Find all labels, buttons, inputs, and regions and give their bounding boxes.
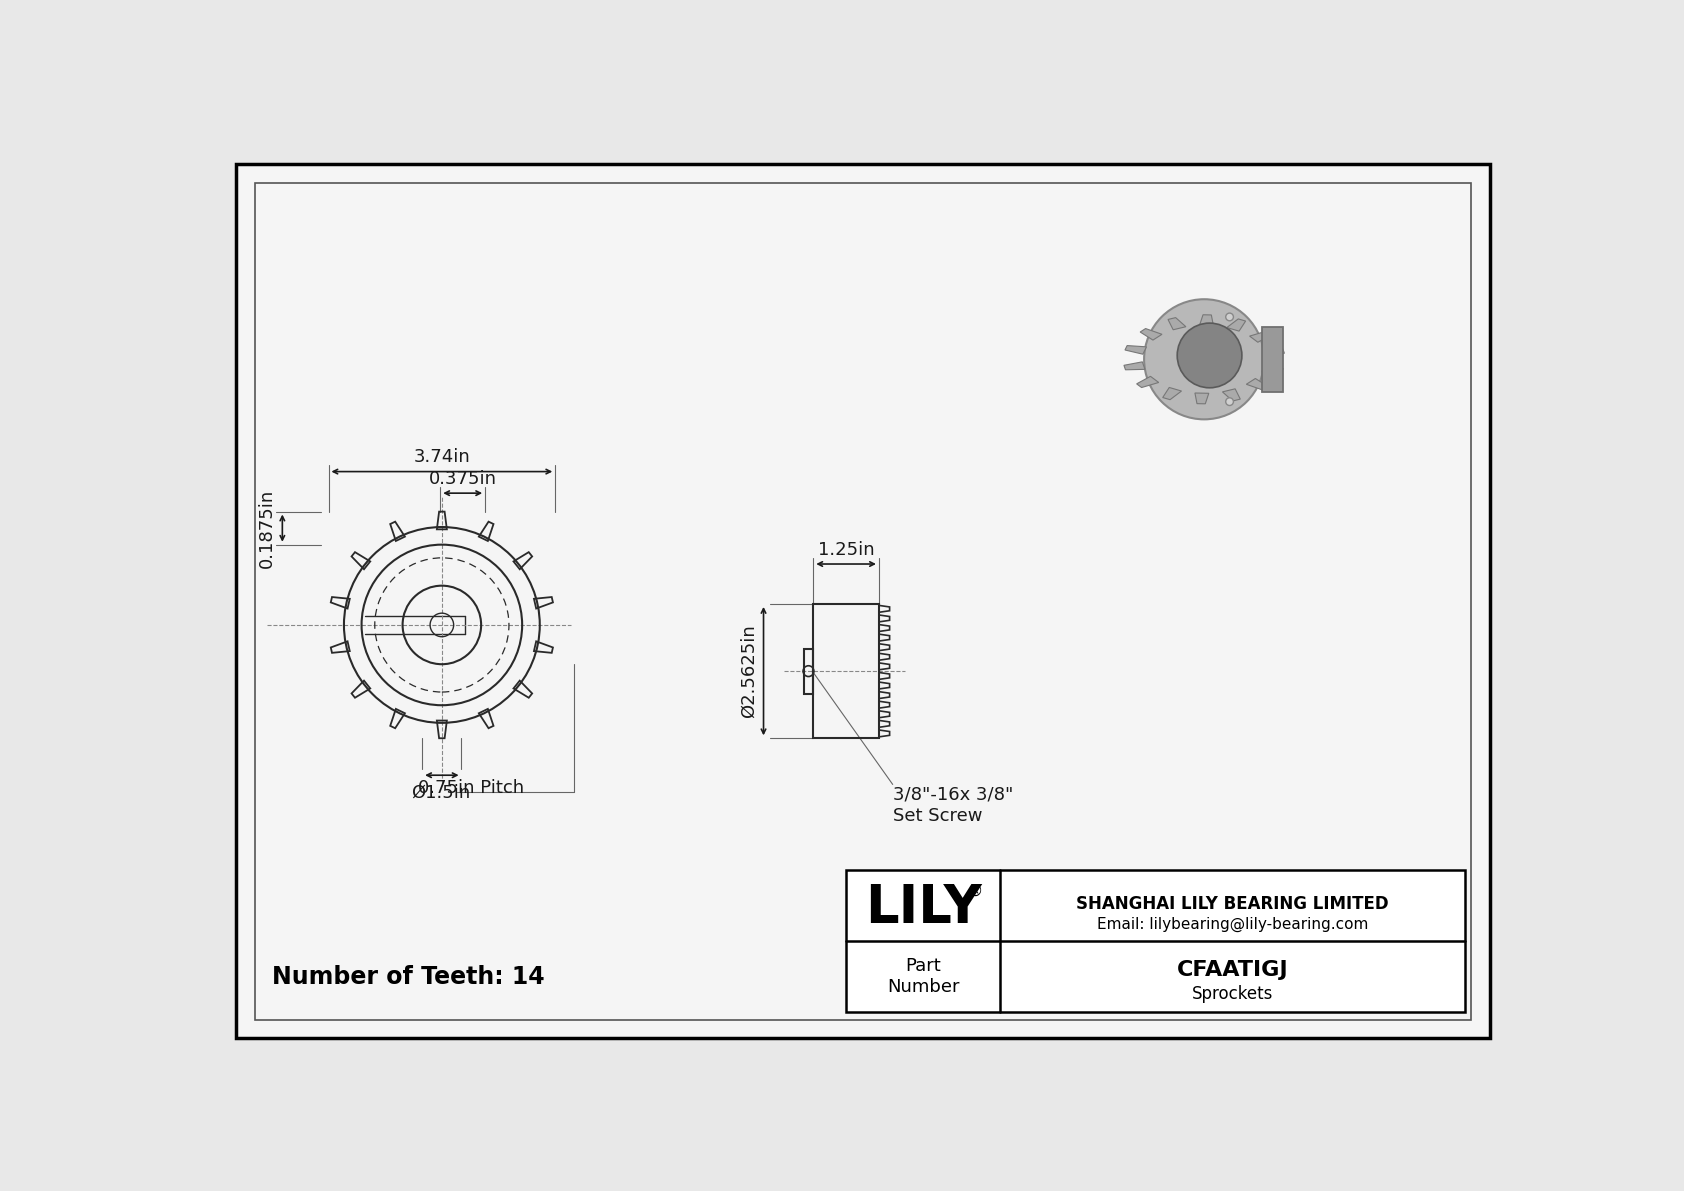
Bar	[845, 869, 1465, 1012]
Text: SHANGHAI LILY BEARING LIMITED: SHANGHAI LILY BEARING LIMITED	[1076, 894, 1389, 913]
Polygon shape	[1123, 362, 1145, 369]
Bar	[813, 604, 879, 738]
Polygon shape	[1140, 329, 1162, 341]
Text: Ø1.5in: Ø1.5in	[411, 784, 470, 802]
Text: Ø2.5625in: Ø2.5625in	[739, 624, 758, 718]
Text: Number of Teeth: 14: Number of Teeth: 14	[273, 965, 546, 989]
Polygon shape	[1228, 319, 1246, 331]
Text: 0.1875in: 0.1875in	[258, 488, 276, 568]
Text: Sprockets: Sprockets	[1192, 985, 1273, 1003]
Polygon shape	[1199, 314, 1214, 325]
Circle shape	[1226, 398, 1233, 405]
Polygon shape	[1261, 364, 1283, 373]
Circle shape	[1143, 299, 1265, 419]
Text: Email: lilybearing@lily-bearing.com: Email: lilybearing@lily-bearing.com	[1096, 916, 1369, 931]
Text: 3/8"-16x 3/8"
Set Screw: 3/8"-16x 3/8" Set Screw	[893, 786, 1014, 824]
Circle shape	[1226, 313, 1233, 320]
Polygon shape	[1125, 345, 1147, 354]
Polygon shape	[1162, 387, 1182, 400]
Polygon shape	[1137, 376, 1159, 387]
Text: 0.375in: 0.375in	[429, 469, 497, 488]
Polygon shape	[1263, 349, 1285, 357]
Polygon shape	[1223, 388, 1241, 401]
Text: ®: ®	[968, 884, 983, 899]
Text: 0.75in Pitch: 0.75in Pitch	[418, 779, 524, 797]
Polygon shape	[1246, 379, 1268, 389]
Bar	[803, 649, 813, 693]
Polygon shape	[1196, 393, 1209, 404]
Text: CFAATIGJ: CFAATIGJ	[1177, 960, 1288, 979]
Text: LILY: LILY	[866, 883, 982, 934]
Text: 3.74in: 3.74in	[414, 448, 470, 466]
Text: Part
Number: Part Number	[887, 958, 960, 996]
Text: 1.25in: 1.25in	[818, 541, 874, 559]
Circle shape	[1177, 323, 1241, 388]
Polygon shape	[1169, 318, 1186, 330]
Bar	[1261, 328, 1283, 392]
Polygon shape	[1250, 331, 1271, 342]
